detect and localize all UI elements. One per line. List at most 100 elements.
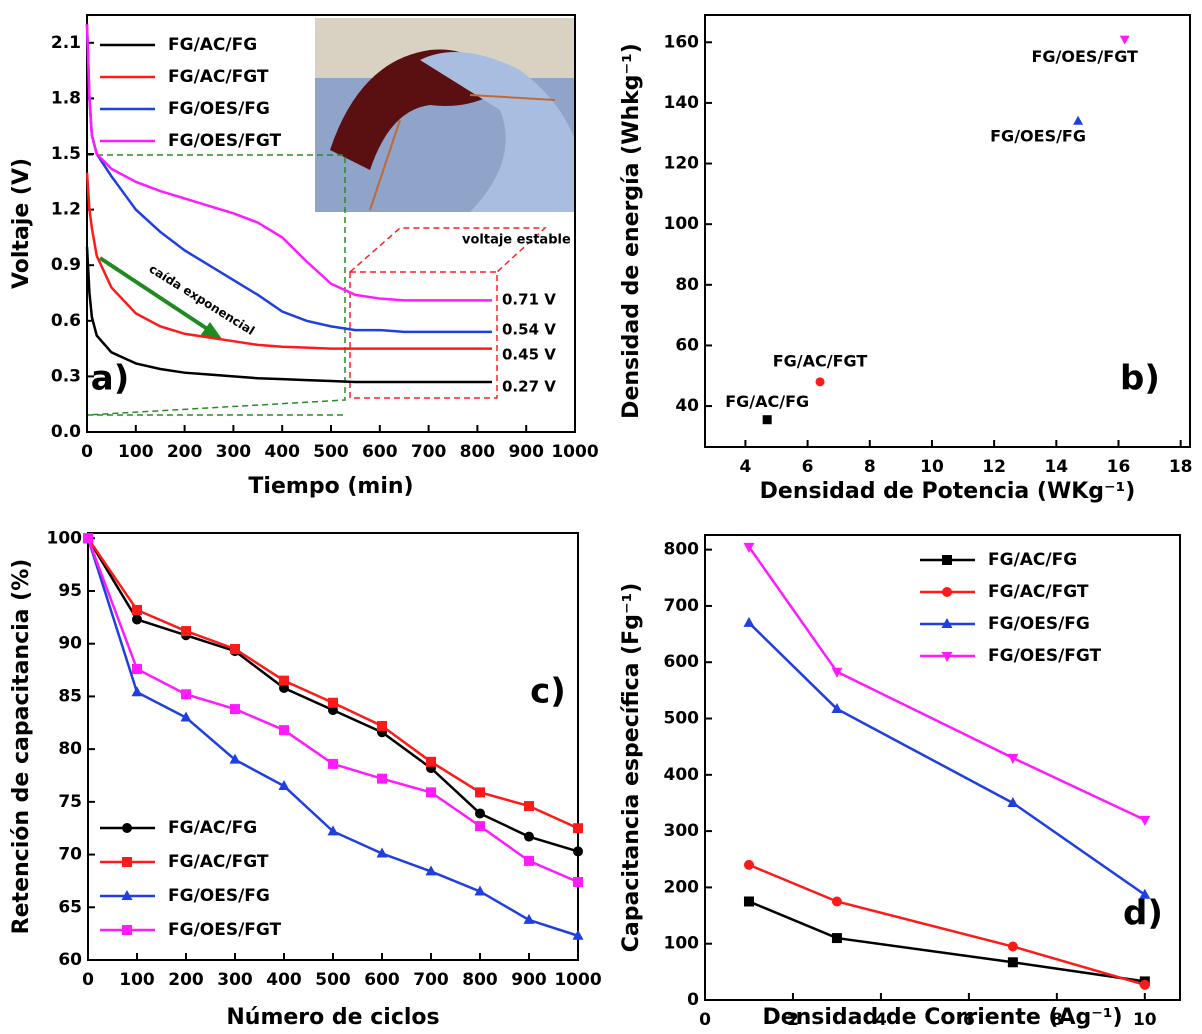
marker — [1119, 35, 1130, 45]
legend-label: FG/OES/FG — [168, 99, 270, 119]
marker — [132, 664, 142, 675]
y-tick-label: 700 — [664, 596, 700, 616]
x-axis-label: Número de ciclos — [226, 1005, 439, 1030]
series-line — [85, 24, 493, 334]
y-tick-label: 95 — [58, 581, 82, 601]
legend-label: FG/AC/FGT — [988, 582, 1089, 602]
y-tick-label: 0.6 — [51, 311, 81, 331]
photo-wire — [369, 119, 401, 211]
marker — [181, 689, 191, 700]
marker — [121, 890, 133, 900]
x-tick-label: 700 — [413, 970, 449, 990]
y-tick-label: 80 — [675, 275, 699, 295]
x-tick-label: 100 — [118, 442, 154, 462]
marker — [573, 823, 583, 834]
marker — [475, 821, 485, 832]
y-axis-label: Voltaje (V) — [9, 158, 34, 289]
marker — [377, 720, 387, 731]
point-label: FG/OES/FG — [990, 127, 1086, 146]
annotation: 0.45 V — [502, 346, 556, 364]
y-axis-label: Capacitancia específica (Fg⁻¹) — [619, 583, 644, 953]
y-tick-label: 65 — [58, 897, 82, 917]
y-tick-label: 0 — [687, 990, 699, 1010]
marker — [743, 542, 755, 553]
x-tick-label: 300 — [216, 442, 252, 462]
marker — [743, 859, 754, 870]
y-tick-label: 70 — [58, 845, 82, 865]
point-label: FG/AC/FGT — [773, 351, 868, 370]
x-tick-label: 600 — [364, 970, 400, 990]
marker — [122, 857, 132, 867]
panel-label: a) — [91, 359, 129, 399]
x-tick-label: 12 — [982, 457, 1006, 477]
marker — [278, 780, 290, 791]
y-tick-label: 1.5 — [51, 144, 81, 164]
red-box-top — [349, 227, 547, 273]
marker — [180, 711, 192, 722]
panel-label: b) — [1120, 359, 1160, 399]
series-line — [85, 246, 493, 384]
y-tick-label: 2.1 — [51, 33, 81, 53]
marker — [181, 626, 191, 637]
marker — [762, 415, 772, 425]
marker — [1007, 753, 1019, 764]
x-tick-label: 4 — [875, 1010, 887, 1030]
marker — [376, 847, 388, 858]
annotation: voltaje estable — [462, 233, 571, 248]
marker — [524, 855, 534, 866]
marker — [426, 756, 436, 767]
marker — [1073, 115, 1084, 125]
x-tick-label: 14 — [1044, 457, 1068, 477]
y-tick-label: 0.9 — [51, 255, 81, 275]
marker — [327, 825, 339, 836]
marker — [279, 725, 289, 736]
x-tick-label: 200 — [168, 970, 204, 990]
y-tick-label: 90 — [58, 634, 82, 654]
marker — [831, 933, 842, 944]
x-tick-label: 1000 — [554, 970, 601, 990]
y-tick-label: 600 — [664, 652, 700, 672]
plot-frame — [704, 14, 1191, 448]
x-axis-label: Densidad de Potencia (WKg⁻¹) — [760, 479, 1136, 504]
panel-label: c) — [530, 672, 566, 712]
series-line — [748, 863, 1146, 987]
annotation: 0.54 V — [502, 321, 556, 339]
y-tick-label: 100 — [664, 934, 700, 954]
marker — [377, 773, 387, 784]
x-tick-label: 400 — [266, 970, 302, 990]
marker — [426, 787, 436, 798]
marker — [131, 686, 143, 697]
marker — [132, 604, 142, 615]
y-tick-label: 100 — [664, 214, 700, 234]
x-tick-label: 2 — [787, 1010, 799, 1030]
y-tick-label: 1.2 — [51, 200, 81, 220]
x-tick-label: 10 — [920, 457, 944, 477]
legend-label: FG/AC/FGT — [168, 852, 269, 872]
x-tick-label: 300 — [217, 970, 253, 990]
series-line — [748, 621, 1146, 896]
y-tick-label: 60 — [675, 335, 699, 355]
y-tick-label: 75 — [58, 792, 82, 812]
marker — [743, 896, 754, 907]
point-label: FG/OES/FGT — [1031, 47, 1138, 66]
marker — [942, 587, 952, 597]
marker — [230, 704, 240, 715]
legend-label: FG/OES/FGT — [168, 920, 282, 940]
y-tick-label: 0.0 — [51, 422, 81, 442]
photo-wire — [469, 94, 556, 101]
y-tick-label: 500 — [664, 709, 700, 729]
legend-label: FG/OES/FGT — [988, 646, 1102, 666]
y-tick-label: 300 — [664, 821, 700, 841]
y-tick-label: 120 — [664, 154, 700, 174]
marker — [815, 377, 825, 387]
marker — [328, 697, 338, 708]
y-tick-label: 40 — [675, 396, 699, 416]
x-tick-label: 200 — [167, 442, 203, 462]
marker — [230, 643, 240, 654]
red-box — [349, 271, 498, 399]
x-tick-label: 6 — [802, 457, 814, 477]
photo-glove — [420, 52, 575, 212]
marker — [1007, 796, 1019, 807]
x-tick-label: 800 — [462, 970, 498, 990]
arrow-head — [200, 322, 222, 339]
